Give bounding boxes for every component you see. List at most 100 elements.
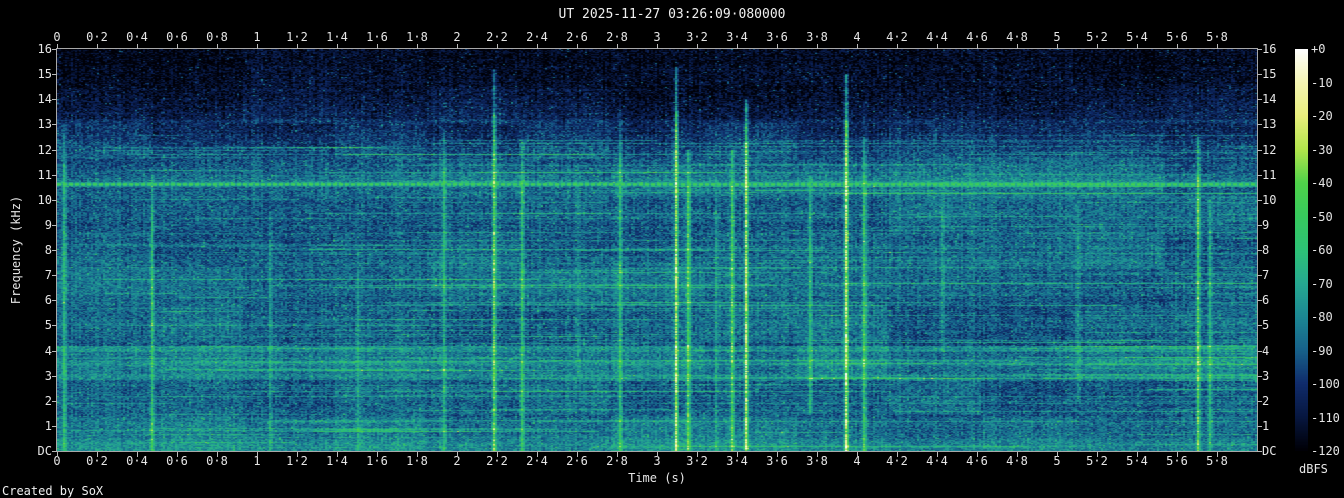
tick-mark (1257, 325, 1262, 327)
y-tick-label: 5 (1262, 318, 1270, 333)
tick-mark (1257, 275, 1262, 277)
x-tick-label: 3·6 (766, 454, 788, 468)
x-tick-label: 4 (853, 30, 861, 44)
y-tick-label: 11 (1262, 167, 1277, 182)
x-tick-label: 1·8 (406, 454, 428, 468)
x-tick-label: 0·6 (166, 30, 188, 44)
tick-mark (737, 44, 738, 49)
tick-mark (1177, 44, 1178, 49)
tick-mark (297, 44, 298, 49)
y-tick-label: 13 (1262, 117, 1277, 132)
page-title: UT 2025-11-27 03:26:09·080000 (558, 7, 786, 22)
x-tick-label: 3 (653, 454, 661, 468)
tick-mark (737, 452, 738, 457)
x-tick-label: 5·8 (1206, 30, 1228, 44)
x-tick-label: 2 (453, 454, 461, 468)
x-tick-label: 4·2 (886, 30, 908, 44)
x-tick-label: 0·2 (86, 30, 108, 44)
y-tick-label: 2 (1262, 393, 1270, 408)
y-tick-label: 16 (37, 42, 52, 56)
tick-mark (457, 44, 458, 49)
y-tick-label: 10 (1262, 192, 1277, 207)
dbfs-unit-label: dBFS (1299, 462, 1328, 476)
y-tick-label: 9 (1262, 217, 1270, 232)
tick-mark (1057, 44, 1058, 49)
y-tick-label: DC (37, 444, 52, 458)
tick-mark (857, 452, 858, 457)
tick-mark (52, 174, 57, 176)
y-tick-label: 8 (1262, 243, 1270, 257)
colorbar (1295, 49, 1308, 451)
x-tick-label: 4·4 (926, 30, 948, 44)
x-tick-label: 3·8 (806, 454, 828, 468)
tick-mark (52, 400, 57, 402)
colorbar-tick-label: +0 (1311, 42, 1326, 56)
x-tick-label: 0·2 (86, 454, 108, 468)
tick-mark (177, 452, 178, 457)
x-tick-label: 2·8 (606, 30, 628, 44)
tick-mark (617, 44, 618, 49)
tick-mark (697, 44, 698, 49)
tick-mark (777, 44, 778, 49)
x-tick-label: 1·8 (406, 30, 428, 44)
tick-mark (57, 44, 58, 49)
x-tick-label: 1·2 (286, 454, 308, 468)
frequency-axis-label: Frequency (kHz) (9, 195, 23, 305)
tick-mark (1257, 375, 1262, 377)
tick-mark (1097, 452, 1098, 457)
x-tick-label: 4·6 (966, 30, 988, 44)
y-tick-label: 6 (1262, 293, 1270, 308)
x-tick-label: 5·4 (1126, 30, 1148, 44)
y-tick-label: 6 (44, 293, 52, 308)
y-tick-label: 7 (1262, 268, 1270, 283)
colorbar-tick-label: -10 (1311, 75, 1333, 90)
tick-mark (1257, 49, 1262, 50)
x-tick-label: 5 (1053, 454, 1061, 468)
x-tick-label: 3·8 (806, 30, 828, 44)
tick-mark (1057, 452, 1058, 457)
colorbar-tick-label: -40 (1311, 176, 1333, 190)
y-tick-label: 3 (44, 368, 52, 383)
tick-mark (52, 224, 57, 226)
y-tick-label: 4 (44, 343, 52, 358)
x-tick-label: 3·6 (766, 30, 788, 44)
tick-mark (337, 452, 338, 457)
tick-mark (1177, 452, 1178, 457)
x-tick-label: 4·4 (926, 454, 948, 468)
colorbar-tick-label: -90 (1311, 343, 1333, 358)
tick-mark (817, 452, 818, 457)
x-tick-label: 1·4 (326, 30, 348, 44)
x-tick-label: 3·4 (726, 454, 748, 468)
y-tick-label: 14 (37, 92, 52, 107)
tick-mark (857, 44, 858, 49)
tick-mark (977, 44, 978, 49)
tick-mark (977, 452, 978, 457)
tick-mark (1257, 199, 1262, 201)
tick-mark (417, 44, 418, 49)
tick-mark (52, 375, 57, 377)
tick-mark (52, 124, 57, 126)
tick-mark (1257, 425, 1262, 427)
x-tick-label: 1·2 (286, 30, 308, 44)
x-tick-label: 1·4 (326, 454, 348, 468)
y-tick-label: 5 (44, 318, 52, 333)
x-tick-label: 5·8 (1206, 454, 1228, 468)
tick-mark (52, 199, 57, 201)
tick-mark (617, 452, 618, 457)
colorbar-tick-label: -70 (1311, 276, 1333, 291)
tick-mark (497, 452, 498, 457)
x-tick-label: 0·8 (206, 30, 228, 44)
x-tick-label: 3·2 (686, 30, 708, 44)
x-tick-label: 5 (1053, 30, 1061, 44)
x-tick-label: 0·4 (126, 454, 148, 468)
tick-mark (537, 44, 538, 49)
x-tick-label: 2·6 (566, 30, 588, 44)
tick-mark (1257, 174, 1262, 176)
tick-mark (177, 44, 178, 49)
tick-mark (897, 452, 898, 457)
x-tick-label: 5·6 (1166, 30, 1188, 44)
tick-mark (1257, 300, 1262, 302)
tick-mark (52, 300, 57, 302)
tick-mark (52, 325, 57, 327)
tick-mark (457, 452, 458, 457)
